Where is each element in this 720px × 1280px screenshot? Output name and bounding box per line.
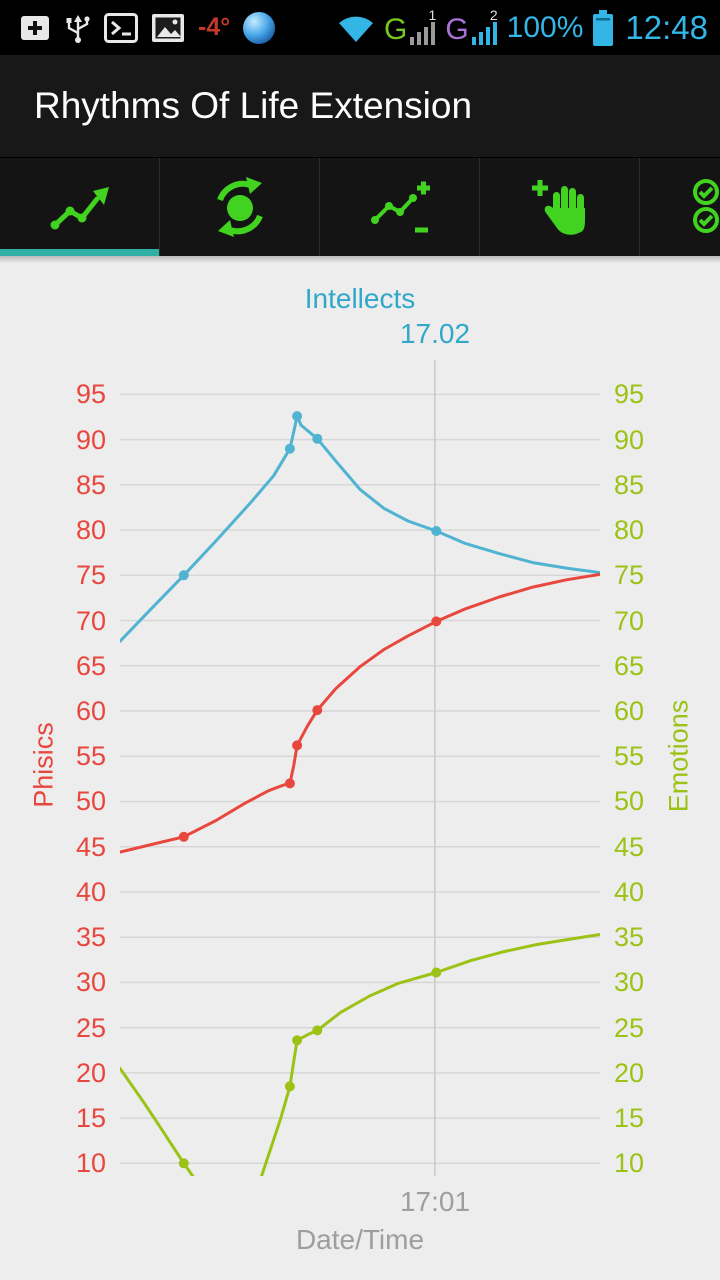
- x-axis-title: Date/Time: [295, 1224, 425, 1255]
- add-widget-icon: [21, 15, 49, 40]
- left-axis-tick: 95: [75, 379, 106, 410]
- tab-rotate[interactable]: [160, 158, 320, 256]
- sim1-network-type: G: [383, 12, 408, 46]
- left-axis-tick: 80: [75, 515, 106, 546]
- tab-bar: [0, 158, 720, 256]
- left-axis-tick: 10: [75, 1148, 106, 1179]
- globe-icon: [243, 11, 276, 44]
- right-axis-tick: 25: [614, 1012, 645, 1043]
- right-axis-tick: 15: [614, 1103, 645, 1134]
- status-bar[interactable]: -4° G 1 G 2 100% 12:48: [0, 0, 720, 55]
- right-axis-tick: 10: [614, 1148, 645, 1179]
- tab-checklist[interactable]: [640, 158, 720, 256]
- right-axis-tick: 90: [614, 424, 645, 455]
- left-axis-tick: 75: [75, 560, 106, 591]
- sim2-slot-badge: 2: [489, 6, 498, 23]
- gridline-time-label: 17:01: [399, 1186, 471, 1217]
- chart-title: Intellects: [304, 283, 416, 314]
- right-axis-tick: 95: [614, 379, 645, 410]
- left-axis-tick: 40: [75, 876, 106, 907]
- chart-area[interactable]: Intellects 17.02 95 95 90 90 85 85 80 80 75 75 70 7…: [0, 256, 720, 1280]
- wifi-icon: [338, 16, 373, 42]
- selected-tab-indicator: [0, 249, 159, 256]
- double-check-icon: [692, 179, 719, 233]
- right-axis-tick: 40: [614, 876, 645, 907]
- circle-arrows-icon: [216, 177, 263, 237]
- right-axis-tick: 45: [614, 831, 645, 862]
- right-axis-tick: 75: [614, 560, 645, 591]
- gallery-icon: [152, 13, 184, 42]
- right-axis-tick: 70: [614, 605, 645, 636]
- left-axis-tick: 15: [75, 1103, 106, 1134]
- left-axis-title: Phisics: [28, 722, 59, 808]
- action-bar: Rhythms Of Life Extension: [0, 55, 720, 158]
- right-axis-tick: 20: [614, 1057, 645, 1088]
- left-axis-tick: 90: [75, 424, 106, 455]
- battery-icon: [593, 9, 614, 46]
- terminal-icon: [104, 12, 138, 43]
- left-axis-tick: 20: [75, 1057, 106, 1088]
- trend-arrow-icon: [50, 187, 109, 230]
- gridline-date-label: 17.02: [399, 318, 471, 349]
- tab-edit-values[interactable]: [320, 158, 480, 256]
- battery-percent: 100%: [506, 10, 584, 44]
- left-axis-tick: 85: [75, 469, 106, 500]
- tab-trends[interactable]: [0, 158, 160, 256]
- sim1-signal-bars-icon: [410, 21, 436, 45]
- right-axis-tick: 35: [614, 922, 645, 953]
- sim2-signal: G 2: [445, 7, 498, 46]
- right-axis-title: Emotions: [663, 699, 694, 813]
- right-axis-tick: 85: [614, 469, 645, 500]
- left-axis-tick: 65: [75, 650, 106, 681]
- status-bar-notification-icons: -4°: [8, 11, 276, 45]
- status-bar-system-icons: G 1 G 2 100% 12:48: [337, 7, 712, 47]
- right-axis-tick: 80: [614, 515, 645, 546]
- left-axis-tick: 30: [75, 967, 106, 998]
- left-axis-tick: 70: [75, 605, 106, 636]
- left-axis-tick: 35: [75, 922, 106, 953]
- sim2-signal-bars-icon: [471, 21, 497, 45]
- plot-canvas[interactable]: [120, 360, 600, 1176]
- actionbar-shadow: [0, 256, 720, 263]
- temperature-text: -4°: [198, 13, 231, 41]
- sim2-network-type: G: [445, 12, 469, 46]
- usb-icon: [66, 14, 90, 43]
- hand-plus-icon: [531, 180, 585, 235]
- app-title: Rhythms Of Life Extension: [34, 85, 473, 126]
- right-axis-tick: 65: [614, 650, 645, 681]
- clock: 12:48: [625, 8, 708, 46]
- tab-manual-add[interactable]: [480, 158, 640, 256]
- sim1-slot-badge: 1: [428, 6, 437, 23]
- left-axis-tick: 25: [75, 1012, 106, 1043]
- right-axis-tick: 30: [614, 967, 645, 998]
- left-axis-tick: 45: [75, 831, 106, 862]
- chart-plus-minus-icon: [370, 181, 430, 233]
- sim1-signal: G 1: [383, 7, 436, 46]
